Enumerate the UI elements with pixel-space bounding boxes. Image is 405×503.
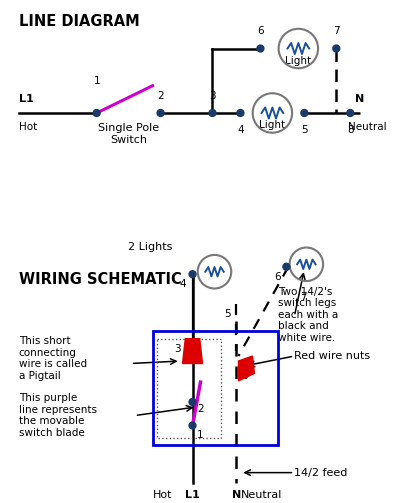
Text: Neutral: Neutral [348, 122, 387, 132]
Text: 6: 6 [257, 26, 264, 36]
Polygon shape [183, 339, 202, 364]
Circle shape [157, 110, 164, 117]
Circle shape [301, 110, 308, 117]
Text: 2: 2 [197, 404, 204, 414]
Text: Single Pole
Switch: Single Pole Switch [98, 123, 159, 144]
Text: 5: 5 [224, 309, 230, 319]
Text: 5: 5 [301, 125, 308, 135]
Text: Neutral: Neutral [241, 490, 282, 500]
Circle shape [189, 422, 196, 429]
Text: LINE DIAGRAM: LINE DIAGRAM [19, 14, 140, 29]
Text: WIRING SCHEMATIC: WIRING SCHEMATIC [19, 272, 181, 287]
Circle shape [347, 110, 354, 117]
Text: 1: 1 [93, 76, 100, 86]
Text: N: N [356, 94, 365, 104]
Circle shape [189, 271, 196, 278]
Circle shape [209, 110, 216, 117]
Text: Light: Light [285, 56, 311, 66]
Text: 8: 8 [241, 371, 248, 381]
Text: 2 Lights: 2 Lights [128, 242, 173, 252]
Text: This short
connecting
wire is called
a Pigtail: This short connecting wire is called a P… [19, 336, 87, 381]
Text: 4: 4 [237, 125, 244, 135]
Text: N: N [232, 490, 241, 500]
Circle shape [333, 45, 340, 52]
Text: 8: 8 [347, 125, 354, 135]
Circle shape [93, 110, 100, 117]
Text: 7: 7 [300, 292, 306, 302]
Text: 14/2 feed: 14/2 feed [294, 468, 348, 478]
Circle shape [257, 45, 264, 52]
Bar [153, 331, 278, 445]
Bar [157, 339, 221, 438]
Text: L1: L1 [185, 490, 200, 500]
Circle shape [189, 398, 196, 405]
Text: L1: L1 [19, 94, 34, 104]
Text: Light: Light [259, 120, 286, 130]
Circle shape [283, 263, 290, 270]
Text: Two 14/2's
switch legs
each with a
black and
white wire.: Two 14/2's switch legs each with a black… [278, 287, 339, 343]
Text: Hot: Hot [19, 122, 37, 132]
Circle shape [237, 110, 244, 117]
Text: 7: 7 [333, 26, 340, 36]
Text: Hot: Hot [153, 490, 172, 500]
Text: 4: 4 [180, 279, 187, 289]
Text: 6: 6 [274, 272, 280, 282]
Text: This purple
line represents
the movable
switch blade: This purple line represents the movable … [19, 393, 97, 438]
Polygon shape [239, 356, 254, 381]
Text: Red wire nuts: Red wire nuts [294, 351, 371, 361]
Text: 1: 1 [197, 431, 204, 441]
Text: 2: 2 [157, 91, 164, 101]
Text: 3: 3 [174, 344, 181, 354]
Text: 3: 3 [209, 91, 216, 101]
